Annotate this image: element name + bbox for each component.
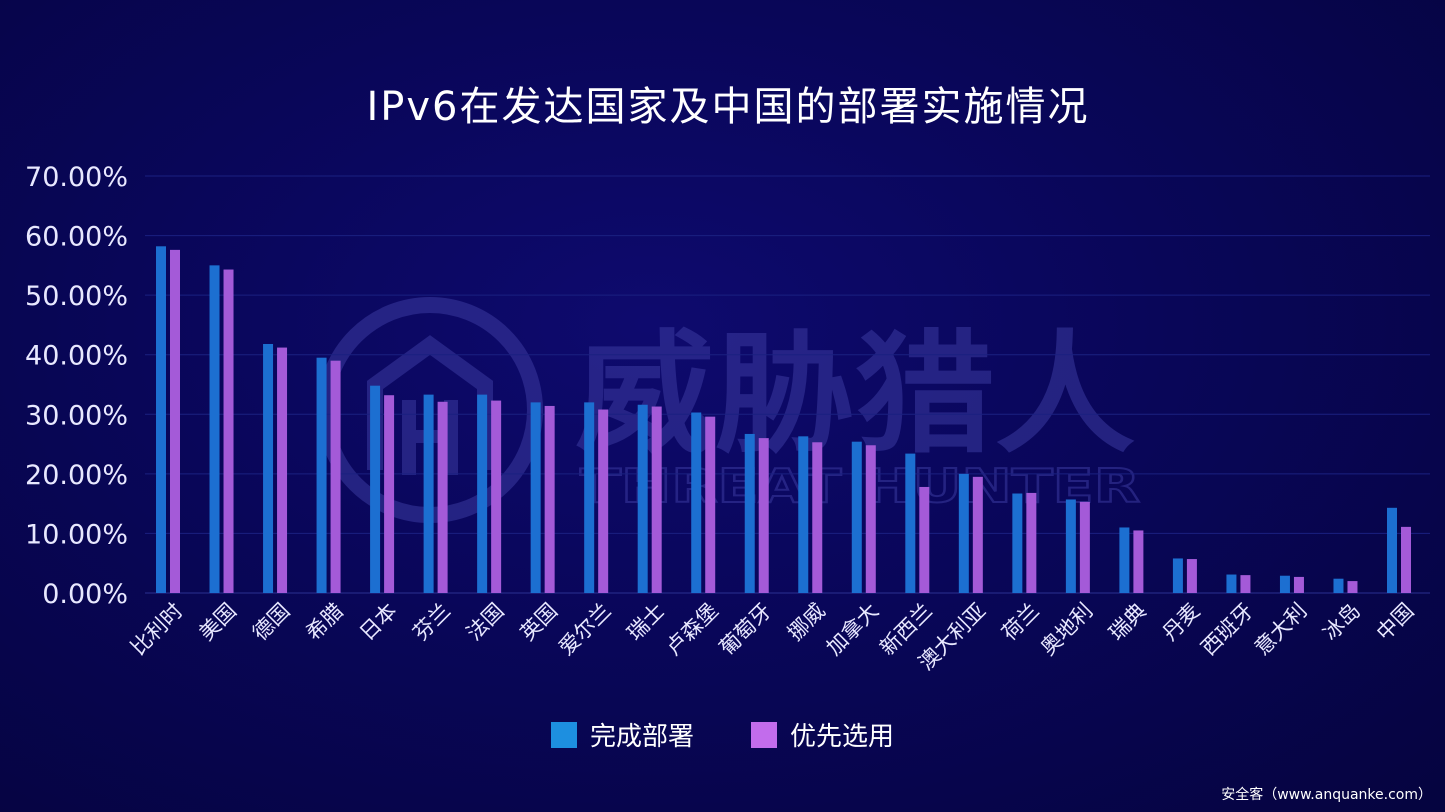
x-category-label: 美国 xyxy=(194,599,241,646)
y-tick-label: 70.00% xyxy=(25,162,128,193)
y-tick-label: 0.00% xyxy=(42,579,128,610)
y-tick-label: 40.00% xyxy=(25,341,128,372)
bar-complete xyxy=(637,404,648,593)
bar-preferred xyxy=(1347,581,1358,593)
bar-complete xyxy=(209,265,220,593)
x-category-label: 西班牙 xyxy=(1196,599,1258,661)
bar-preferred xyxy=(972,476,983,593)
legend-label-preferred: 优先选用 xyxy=(790,722,894,752)
y-tick-label: 60.00% xyxy=(25,222,128,253)
bar-preferred xyxy=(1133,530,1144,593)
x-category-label: 葡萄牙 xyxy=(715,599,777,661)
bar-preferred xyxy=(491,400,502,593)
bar-preferred xyxy=(544,405,555,593)
bar-preferred xyxy=(758,438,769,593)
x-category-label: 荷兰 xyxy=(997,599,1044,646)
bars xyxy=(156,246,1411,593)
x-category-label: 日本 xyxy=(355,599,402,646)
bar-complete xyxy=(1172,558,1183,593)
chart-title: IPv6在发达国家及中国的部署实施情况 xyxy=(366,84,1089,130)
legend-label-complete: 完成部署 xyxy=(590,722,694,752)
bar-preferred xyxy=(330,360,341,593)
bar-preferred xyxy=(598,409,609,593)
bar-complete xyxy=(1119,527,1130,593)
bar-complete xyxy=(691,412,702,593)
x-category-label: 德国 xyxy=(248,599,295,646)
x-category-label: 卢森堡 xyxy=(661,599,723,661)
bar-complete xyxy=(1226,574,1237,593)
x-category-label: 奥地利 xyxy=(1036,599,1098,661)
bar-preferred xyxy=(705,416,716,593)
bar-complete xyxy=(1387,507,1397,593)
bar-complete xyxy=(851,441,862,593)
bar-preferred xyxy=(1293,576,1304,593)
x-category-label: 丹麦 xyxy=(1158,599,1205,646)
legend-swatch-preferred xyxy=(751,722,777,748)
x-category-label: 英国 xyxy=(516,599,563,646)
x-category-label: 芬兰 xyxy=(408,599,455,646)
x-category-label: 希腊 xyxy=(301,599,348,646)
bar-complete xyxy=(263,343,274,593)
bar-preferred xyxy=(1186,559,1197,593)
x-category-label: 加拿大 xyxy=(822,599,884,661)
bar-preferred xyxy=(384,395,395,593)
x-category-label: 爱尔兰 xyxy=(554,599,616,661)
bar-preferred xyxy=(170,249,180,593)
grid xyxy=(145,175,1430,594)
x-category-label: 中国 xyxy=(1372,599,1419,646)
bar-preferred xyxy=(223,269,234,593)
y-tick-label: 50.00% xyxy=(25,281,128,312)
bar-preferred xyxy=(1079,501,1090,593)
bar-complete xyxy=(370,385,381,593)
y-tick-label: 20.00% xyxy=(25,460,128,491)
y-axis-ticks: 0.00% 10.00% 20.00% 30.00% 40.00% 50.00% 60.00… xyxy=(25,162,128,610)
x-category-label: 挪威 xyxy=(783,599,830,646)
x-category-label: 意大利 xyxy=(1250,599,1312,661)
legend-swatch-complete xyxy=(551,722,577,748)
bar-complete xyxy=(958,473,969,593)
bar-complete xyxy=(477,394,488,593)
bar-preferred xyxy=(919,486,930,593)
source-footer: 安全客（www.anquanke.com） xyxy=(1221,786,1432,803)
bar-complete xyxy=(1065,499,1076,593)
y-tick-label: 30.00% xyxy=(25,400,128,431)
legend: 完成部署 优先选用 xyxy=(551,722,894,752)
bar-complete xyxy=(423,394,434,593)
bar-complete xyxy=(744,433,755,593)
bar-preferred xyxy=(1401,526,1411,593)
bar-complete xyxy=(156,246,166,593)
bar-preferred xyxy=(437,401,448,593)
x-category-label: 瑞典 xyxy=(1104,599,1151,646)
bar-preferred xyxy=(812,442,823,593)
bar-preferred xyxy=(865,445,876,593)
bar-preferred xyxy=(277,347,288,593)
x-category-label: 冰岛 xyxy=(1318,599,1365,646)
bar-complete xyxy=(1333,578,1344,593)
bar-preferred xyxy=(1026,492,1037,593)
bar-complete xyxy=(530,402,541,593)
bar-complete xyxy=(798,436,809,593)
bar-complete xyxy=(905,453,916,593)
x-category-label: 比利时 xyxy=(126,599,188,661)
y-tick-label: 10.00% xyxy=(25,519,128,550)
x-category-label: 瑞士 xyxy=(623,599,670,646)
bar-complete xyxy=(316,357,327,593)
bar-preferred xyxy=(1240,575,1251,593)
x-category-label: 法国 xyxy=(462,599,509,646)
bar-complete xyxy=(1012,493,1023,593)
bar-preferred xyxy=(651,406,662,593)
bar-complete xyxy=(1279,575,1290,593)
bar-complete xyxy=(584,402,595,593)
